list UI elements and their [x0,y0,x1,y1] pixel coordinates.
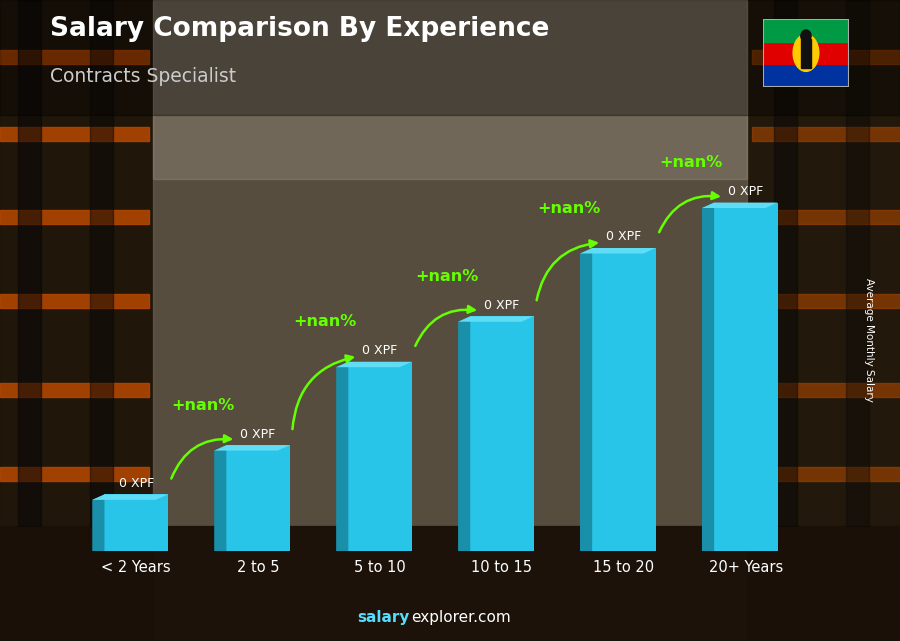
Bar [801,40,811,68]
Text: salary: salary [357,610,410,625]
FancyArrowPatch shape [292,356,353,429]
Text: Contracts Specialist: Contracts Specialist [50,67,236,87]
Text: 0 XPF: 0 XPF [607,231,642,244]
Bar [774,0,796,526]
Bar [348,362,411,551]
Polygon shape [93,494,168,500]
Bar [763,42,849,64]
Bar [471,316,534,551]
Bar [0,0,900,115]
Bar [752,210,900,224]
Bar [752,127,900,141]
Bar [0,383,148,397]
Polygon shape [458,316,471,551]
Bar [846,0,868,526]
Bar [0,467,148,481]
Bar [0,210,148,224]
Bar [90,0,112,526]
Text: +nan%: +nan% [293,315,356,329]
Bar [0,526,900,641]
Text: Average Monthly Salary: Average Monthly Salary [863,278,874,402]
Text: explorer.com: explorer.com [411,610,511,625]
Polygon shape [458,316,534,322]
Bar [752,50,900,64]
Bar [752,383,900,397]
Bar [747,0,900,641]
Polygon shape [580,248,592,551]
Bar [0,0,153,641]
Circle shape [801,30,811,42]
Text: Salary Comparison By Experience: Salary Comparison By Experience [50,16,549,42]
Text: 0 XPF: 0 XPF [484,299,519,312]
Bar [0,294,148,308]
Text: 0 XPF: 0 XPF [363,344,398,357]
Text: 0 XPF: 0 XPF [728,185,763,198]
FancyArrowPatch shape [659,192,718,232]
Bar [153,0,747,526]
FancyArrowPatch shape [171,435,230,479]
FancyArrowPatch shape [536,240,597,300]
Polygon shape [214,445,290,451]
Bar [0,50,148,64]
Text: 0 XPF: 0 XPF [240,428,275,440]
Text: 0 XPF: 0 XPF [119,477,154,490]
Text: +nan%: +nan% [172,398,235,413]
Bar [714,203,778,551]
Bar [227,445,290,551]
Polygon shape [336,362,411,367]
Polygon shape [580,248,655,253]
Polygon shape [702,203,714,551]
Text: +nan%: +nan% [537,201,600,216]
Bar [752,294,900,308]
Bar [153,0,747,179]
Text: +nan%: +nan% [660,155,723,171]
FancyArrowPatch shape [415,306,474,346]
Text: +nan%: +nan% [416,269,479,284]
Bar [752,467,900,481]
Bar [0,127,148,141]
Polygon shape [93,494,104,551]
Bar [763,64,849,87]
Bar [763,19,849,42]
Polygon shape [336,362,348,551]
Bar [592,248,655,551]
Bar [104,494,168,551]
Bar [18,0,40,526]
Ellipse shape [793,35,819,71]
Polygon shape [214,445,227,551]
Polygon shape [702,203,778,208]
